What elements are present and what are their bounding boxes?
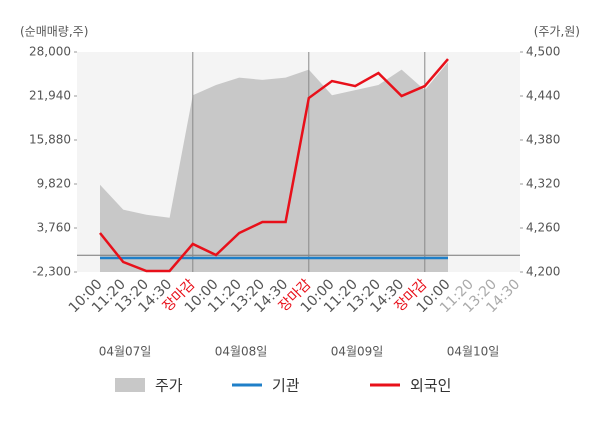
legend-label: 외국인 <box>410 377 451 395</box>
y2-tick-label: 4,380 <box>526 133 560 147</box>
y2-axis-label: (주가,원) <box>534 25 580 39</box>
legend-label: 주가 <box>155 377 183 395</box>
y2-tick-label: 4,260 <box>526 221 560 235</box>
y-tick-label: 21,940 <box>29 89 71 103</box>
legend-swatch <box>115 378 145 392</box>
y-axis-label: (순매매량,주) <box>20 25 88 39</box>
y-tick-label: 3,760 <box>37 221 71 235</box>
legend-label: 기관 <box>272 377 300 395</box>
line-2 <box>99 58 449 273</box>
y-tick-label: 15,880 <box>29 133 71 147</box>
y-tick-label: -2,300 <box>32 265 71 279</box>
y2-tick-label: 4,320 <box>526 177 560 191</box>
price-area <box>100 62 448 273</box>
date-label: 04월09일 <box>331 345 384 359</box>
y-tick-label: 9,820 <box>37 177 71 191</box>
y2-tick-label: 4,500 <box>526 45 560 59</box>
date-label: 04월07일 <box>99 345 152 359</box>
date-label: 04월10일 <box>447 345 500 359</box>
date-label: 04월08일 <box>215 345 268 359</box>
y-tick-label: 28,000 <box>29 45 71 59</box>
y2-tick-label: 4,440 <box>526 89 560 103</box>
y2-tick-label: 4,200 <box>526 265 560 279</box>
